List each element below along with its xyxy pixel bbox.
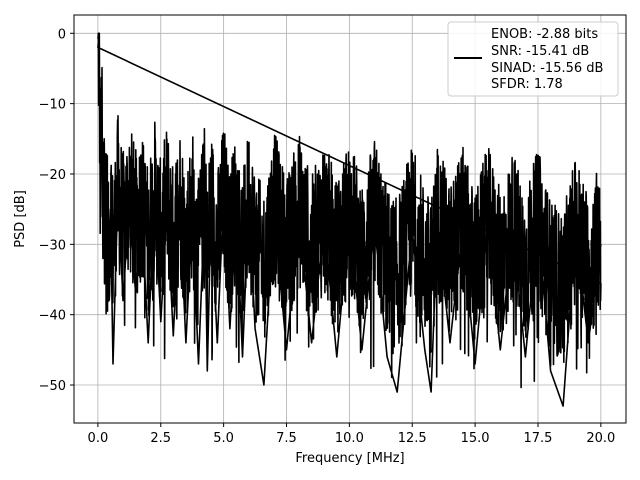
x-tick-label: 20.0 [586,431,615,446]
y-axis-title: PSD [dB] [13,190,28,248]
axis-ticks: 0.0 2.5 5.0 7.5 10.0 12.5 15.0 17.5 20.0 0 −10 −20 −… [39,27,616,446]
x-tick-label: 5.0 [213,431,234,446]
x-tick-label: 2.5 [150,431,171,446]
x-tick-label: 0.0 [88,431,109,446]
x-axis-title: Frequency [MHz] [295,451,404,466]
x-tick-label: 15.0 [461,431,490,446]
y-tick-label: 0 [58,27,66,42]
series-line-psd [97,32,602,407]
x-tick-label: 12.5 [398,431,427,446]
legend-entry-enob: ENOB: -2.88 bits [491,27,598,42]
legend: ENOB: -2.88 bits SNR: -15.41 dB SINAD: -… [447,21,619,97]
series-layer [97,32,602,407]
legend-entry-snr: SNR: -15.41 dB [491,44,589,59]
x-tick-label: 7.5 [276,431,297,446]
legend-entry-sinad: SINAD: -15.56 dB [491,61,603,76]
y-tick-label: −50 [39,379,66,394]
y-tick-label: −30 [39,238,66,253]
y-tick-label: −40 [39,309,66,324]
plot-frame [73,14,627,424]
x-tick-label: 17.5 [524,431,553,446]
x-tick-label: 10.0 [335,431,364,446]
y-tick-label: −10 [39,98,66,113]
legend-entry-sfdr: SFDR: 1.78 [491,77,563,92]
y-tick-label: −20 [39,168,66,183]
legend-box [447,21,619,97]
